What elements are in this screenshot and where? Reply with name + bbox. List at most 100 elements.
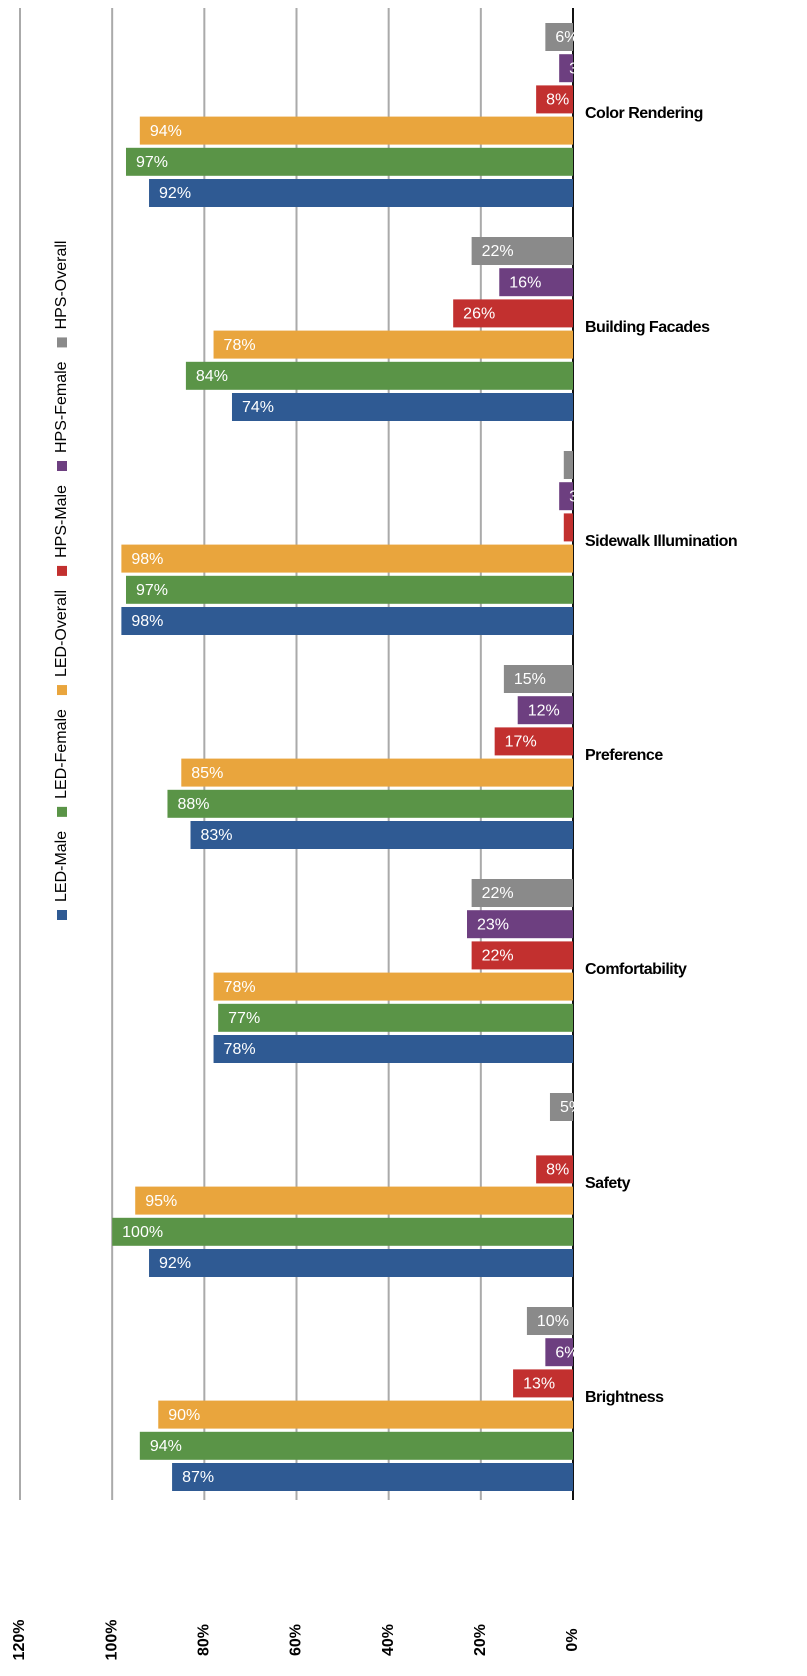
bar (503, 665, 573, 693)
bar (181, 758, 573, 787)
data-label: 77% (228, 1010, 260, 1027)
data-label: 87% (182, 1469, 214, 1486)
bar (121, 544, 573, 573)
bar (467, 910, 573, 939)
bar (545, 23, 573, 51)
data-label: 17% (505, 734, 537, 751)
bar (513, 1369, 573, 1398)
data-label: 84% (196, 368, 228, 385)
bar (471, 879, 573, 907)
bar (559, 54, 573, 83)
data-label: 97% (136, 154, 168, 171)
legend-swatch (57, 565, 67, 576)
legend-label: LED-Male (53, 831, 70, 902)
legend-label: LED-Overall (53, 590, 70, 677)
bar (517, 696, 573, 725)
data-label: 3% (569, 488, 592, 505)
bar (526, 1307, 573, 1335)
data-label: 12% (528, 702, 560, 719)
bar (125, 147, 573, 176)
category-label: Building Facades (585, 319, 710, 336)
bar (112, 1217, 574, 1246)
data-label: 8% (546, 1162, 569, 1179)
data-label: 94% (150, 1438, 182, 1455)
data-label: 15% (514, 671, 546, 688)
data-label: 16% (509, 274, 541, 291)
data-label: 6% (555, 29, 578, 46)
data-label: 2% (574, 520, 597, 537)
data-label: 13% (523, 1376, 555, 1393)
x-tick-label: 80% (196, 1624, 213, 1656)
data-label: 97% (136, 582, 168, 599)
bar (139, 1431, 574, 1460)
bar (135, 1186, 574, 1215)
data-label: 78% (224, 337, 256, 354)
x-tick-label: 20% (472, 1624, 489, 1656)
bar (545, 1338, 573, 1367)
legend-swatch (57, 806, 67, 817)
bar (185, 361, 573, 390)
data-label: 92% (159, 1255, 191, 1272)
data-label: 78% (224, 979, 256, 996)
bar (172, 1463, 573, 1491)
category-label: Comfortability (585, 961, 687, 978)
data-label: 5% (560, 1099, 583, 1116)
category-label: Safety (585, 1175, 631, 1192)
bar (125, 575, 573, 604)
bar (213, 330, 574, 359)
data-label: 8% (546, 92, 569, 109)
data-label: 94% (150, 123, 182, 140)
data-label: 85% (191, 765, 223, 782)
data-label: 3% (569, 60, 592, 77)
data-label: 83% (201, 827, 233, 844)
bar (218, 1003, 574, 1032)
bar (167, 789, 573, 818)
data-label: 22% (482, 243, 514, 260)
bar (563, 513, 573, 542)
legend-label: HPS-Male (53, 485, 70, 558)
category-label: Color Rendering (585, 105, 703, 122)
data-label: 0% (583, 1130, 606, 1147)
data-label: 22% (482, 948, 514, 965)
x-tick-label: 120% (11, 1620, 28, 1661)
data-label: 74% (242, 399, 274, 416)
legend-swatch (57, 337, 67, 348)
legend-label: LED-Female (53, 709, 70, 799)
x-tick-label: 40% (380, 1624, 397, 1656)
data-label: 26% (463, 306, 495, 323)
bar (190, 821, 573, 849)
category-label: Preference (585, 747, 663, 764)
bar (536, 85, 573, 114)
category-label: Sidewalk Illumination (585, 533, 737, 550)
bar (494, 727, 573, 756)
bar (149, 1249, 574, 1277)
legend-label: HPS-Female (53, 361, 70, 453)
bar (149, 179, 574, 207)
legend-swatch (57, 685, 67, 696)
data-label: 23% (477, 916, 509, 933)
legend-label: HPS-Overall (53, 241, 70, 330)
data-label: 6% (555, 1344, 578, 1361)
data-label: 98% (131, 613, 163, 630)
bar (471, 941, 573, 970)
category-label: Brightness (585, 1389, 664, 1406)
data-label: 100% (122, 1224, 163, 1241)
bar (549, 1093, 573, 1121)
data-label: 22% (482, 885, 514, 902)
x-tick-label: 0% (564, 1628, 581, 1651)
bar (563, 451, 573, 479)
data-label: 98% (131, 551, 163, 568)
data-label: 90% (168, 1407, 200, 1424)
bar (499, 268, 573, 297)
bar (158, 1400, 573, 1429)
bar (536, 1155, 573, 1184)
bar (213, 972, 574, 1001)
bar (231, 393, 573, 421)
bar (471, 237, 573, 265)
bar (453, 299, 573, 328)
bar (213, 1035, 574, 1063)
legend-swatch (57, 910, 67, 920)
bar (559, 482, 573, 511)
bar (121, 607, 573, 635)
